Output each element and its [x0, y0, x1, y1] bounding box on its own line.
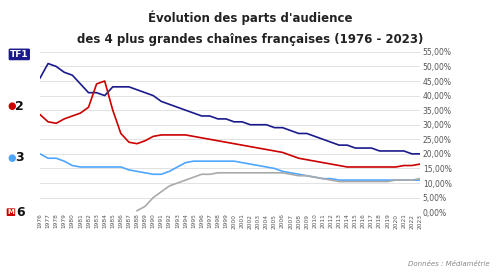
Text: Données : Médiamétrie: Données : Médiamétrie [408, 261, 490, 267]
Text: ●: ● [8, 101, 16, 111]
Text: des 4 plus grandes chaînes françaises (1976 - 2023): des 4 plus grandes chaînes françaises (1… [77, 33, 423, 46]
Text: TF1: TF1 [10, 50, 29, 59]
Text: 3: 3 [15, 151, 24, 164]
Text: ●: ● [8, 153, 16, 163]
Text: 6: 6 [16, 206, 24, 219]
Text: Évolution des parts d'audience: Évolution des parts d'audience [148, 11, 352, 25]
Text: 2: 2 [15, 100, 24, 113]
Text: M: M [8, 209, 14, 215]
